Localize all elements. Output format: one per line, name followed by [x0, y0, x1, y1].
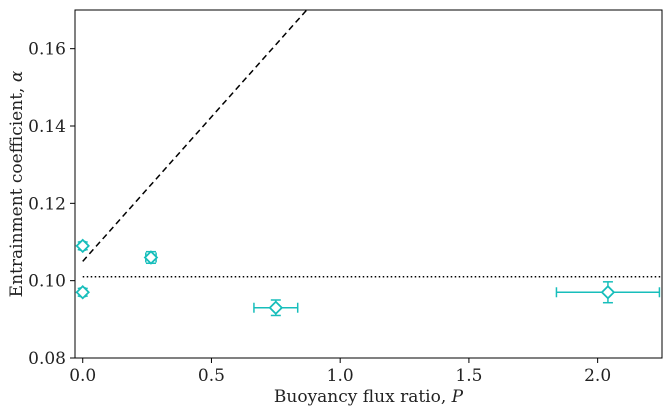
data-point [75, 284, 90, 300]
x-axis-ticks: 0.0 0.5 1.0 1.5 2.0 [69, 358, 611, 386]
diamond-marker [268, 300, 284, 316]
plot-frame [74, 9, 663, 359]
reference-lines [82, 10, 662, 278]
y-axis-label: Entrainment coefficient, α [7, 70, 27, 297]
y-axis-ticks: 0.08 0.10 0.12 0.14 0.16 [28, 40, 75, 369]
data-point [253, 299, 299, 317]
diamond-marker [143, 250, 159, 265]
diamond-marker [75, 284, 90, 300]
x-axis-label: Buoyancy flux ratio, P [274, 387, 464, 406]
x-tick-label: 1.5 [455, 366, 482, 386]
x-tick-label: 0.0 [69, 366, 96, 386]
y-tick-label: 0.16 [28, 40, 66, 60]
data-point [143, 250, 159, 265]
diamond-marker [75, 238, 90, 254]
data-point [555, 281, 661, 304]
x-tick-label: 2.0 [584, 366, 611, 386]
y-tick-label: 0.14 [28, 117, 66, 137]
reference-line-dashed [82, 10, 308, 262]
data-points [75, 238, 661, 317]
x-tick-label: 1.0 [327, 366, 354, 386]
y-tick-label: 0.08 [28, 349, 66, 369]
data-point [75, 238, 90, 254]
y-tick-label: 0.10 [28, 272, 66, 292]
diamond-marker [600, 284, 616, 300]
y-tick-label: 0.12 [28, 194, 66, 214]
x-tick-label: 0.5 [198, 366, 225, 386]
